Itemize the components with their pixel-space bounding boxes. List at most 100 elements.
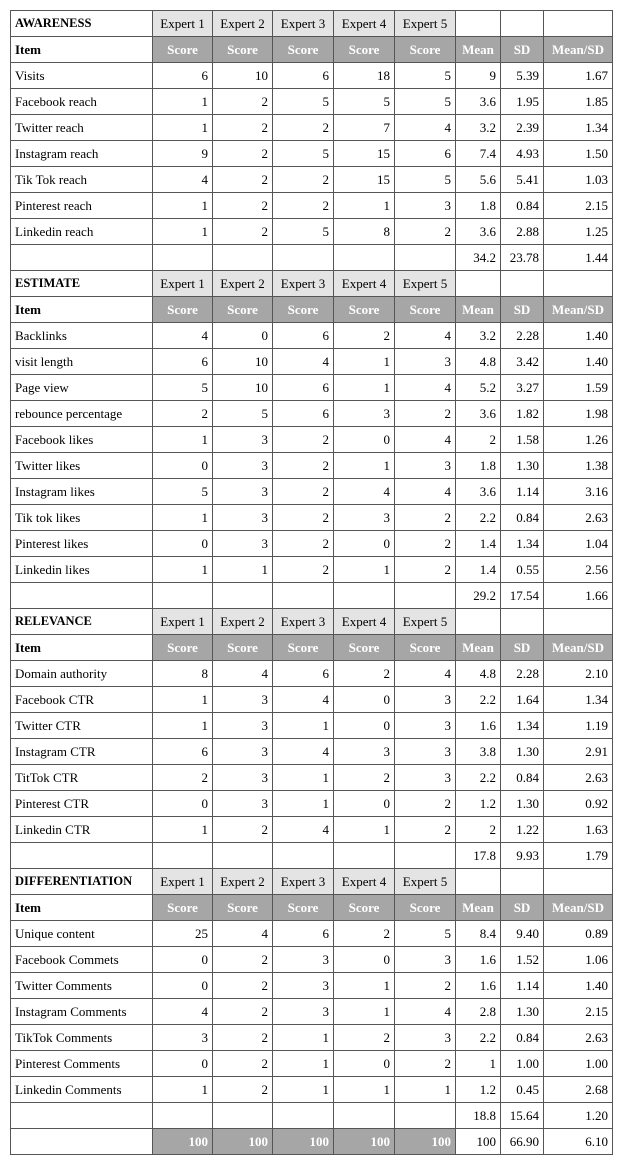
mean-sd: 0.89 [543,920,613,947]
score: 0 [152,946,213,973]
sd: 0.45 [500,1076,544,1103]
score: 2 [333,322,395,349]
expert-label: Expert 1 [152,10,213,37]
mean: 1.6 [455,712,501,739]
mean: 1.8 [455,192,501,219]
column-header: Score [152,894,213,921]
sd: 0.84 [500,192,544,219]
mean-sd: 1.34 [543,686,613,713]
item-name: Instagram CTR [10,738,153,765]
score: 3 [272,998,334,1025]
mean-sd: 1.38 [543,452,613,479]
score: 0 [333,946,395,973]
section-title: ESTIMATE [10,270,153,297]
item-name: Facebook Commets [10,946,153,973]
expert-label: Expert 2 [212,10,273,37]
sd: 2.39 [500,114,544,141]
sd: 9.40 [500,920,544,947]
section-header-row: ESTIMATE Expert 1 Expert 2 Expert 3 Expert 4… [10,270,613,297]
score: 3 [394,1024,456,1051]
total-mean: 18.8 [455,1102,501,1129]
score: 2 [394,816,456,843]
score: 5 [272,140,334,167]
expert-label: Expert 5 [394,608,456,635]
expert-label: Expert 2 [212,608,273,635]
score: 5 [272,218,334,245]
score: 0 [333,712,395,739]
sd: 1.14 [500,478,544,505]
score: 2 [333,764,395,791]
score: 2 [394,790,456,817]
column-header: Score [333,894,395,921]
sd: 2.88 [500,218,544,245]
score: 3 [272,972,334,999]
score: 1 [272,712,334,739]
sd: 2.28 [500,322,544,349]
mean: 2.2 [455,764,501,791]
column-header: Mean/SD [543,894,613,921]
score: 2 [212,946,273,973]
score: 6 [272,322,334,349]
score: 2 [212,1076,273,1103]
sd: 3.27 [500,374,544,401]
sd: 0.84 [500,504,544,531]
section-title: AWARENESS [10,10,153,37]
score: 3 [212,790,273,817]
mean-sd: 3.16 [543,478,613,505]
sd: 1.30 [500,998,544,1025]
column-header: Item [10,296,153,323]
section-title: RELEVANCE [10,608,153,635]
score: 2 [394,556,456,583]
item-name: Facebook reach [10,88,153,115]
column-header: Score [272,894,334,921]
empty-cell [333,244,395,271]
data-row: Tik tok likes 1 3 2 3 2 2.2 0.84 2.63 [10,504,613,531]
item-name: Facebook CTR [10,686,153,713]
total-mean: 17.8 [455,842,501,869]
sd: 5.41 [500,166,544,193]
sd: 1.95 [500,88,544,115]
data-row: Visits 6 10 6 18 5 9 5.39 1.67 [10,62,613,89]
sd: 1.22 [500,816,544,843]
sd: 3.42 [500,348,544,375]
mean-sd: 2.15 [543,998,613,1025]
score: 1 [152,712,213,739]
empty-cell [500,868,544,895]
score: 4 [394,998,456,1025]
score: 1 [333,192,395,219]
item-name: Tik tok likes [10,504,153,531]
sd: 1.82 [500,400,544,427]
total-sd: 23.78 [500,244,544,271]
data-row: Backlinks 4 0 6 2 4 3.2 2.28 1.40 [10,322,613,349]
score: 6 [152,738,213,765]
score: 2 [394,400,456,427]
score: 3 [212,738,273,765]
item-name: Pinterest likes [10,530,153,557]
score: 1 [152,686,213,713]
score: 2 [394,504,456,531]
score: 4 [152,166,213,193]
mean-sd: 2.91 [543,738,613,765]
score: 2 [212,1024,273,1051]
score: 4 [212,660,273,687]
sd: 1.34 [500,530,544,557]
empty-cell [455,868,501,895]
score: 2 [333,920,395,947]
score: 4 [152,322,213,349]
section-header-row: RELEVANCE Expert 1 Expert 2 Expert 3 Expert … [10,608,613,635]
item-name: Instagram reach [10,140,153,167]
total-mean-sd: 1.66 [543,582,613,609]
empty-cell [212,1102,273,1129]
score: 2 [212,192,273,219]
column-header: Score [272,296,334,323]
column-header: Score [212,36,273,63]
empty-cell [272,1102,334,1129]
score: 3 [394,348,456,375]
mean-sd: 2.15 [543,192,613,219]
final-mean: 100 [455,1128,501,1155]
column-header: Mean/SD [543,634,613,661]
total-row: 29.2 17.54 1.66 [10,582,613,609]
score: 5 [394,88,456,115]
item-name: Instagram Comments [10,998,153,1025]
